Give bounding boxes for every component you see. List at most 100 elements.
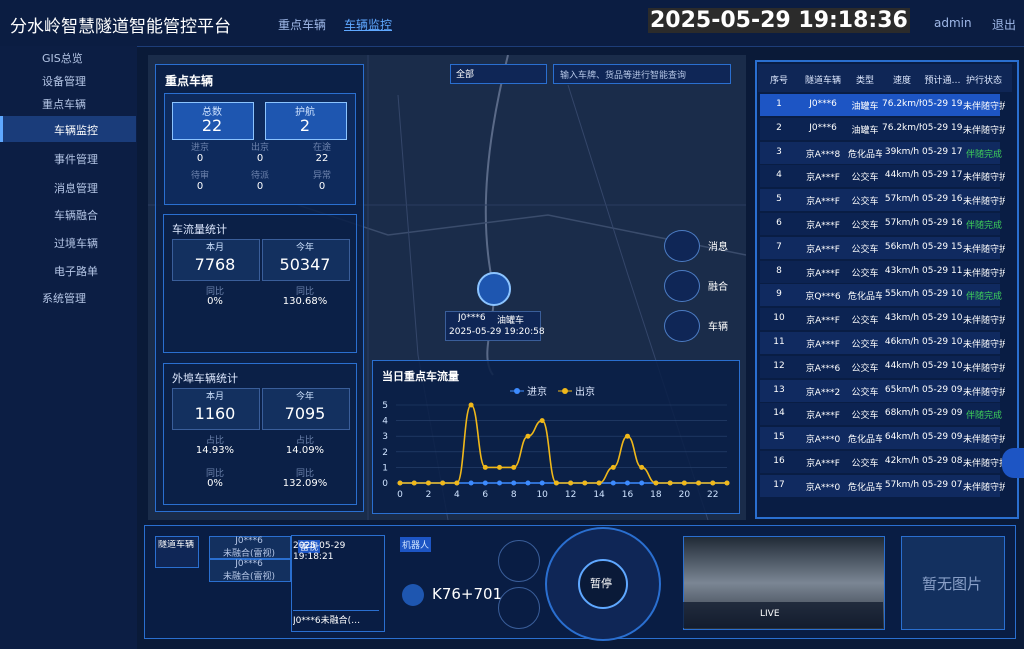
menu-item[interactable]: 消息管理 [54, 182, 98, 195]
stat-label: 护航 [295, 107, 315, 118]
table-row[interactable] [760, 141, 1000, 164]
column-header: 预计通… [924, 76, 961, 86]
table-row[interactable] [760, 165, 1000, 188]
cell: 12 [773, 360, 785, 371]
cell: 05-29 16: [922, 194, 963, 205]
cell: 39km/h [884, 146, 920, 157]
table-row[interactable] [760, 260, 1000, 283]
data-point [482, 464, 488, 470]
menu-item[interactable]: 车辆融合 [54, 209, 98, 222]
cell: 京A***F [806, 173, 840, 184]
cell: 15 [773, 432, 785, 443]
table-row[interactable] [760, 451, 1000, 473]
x-tick-label: 14 [593, 490, 605, 500]
menu-item[interactable]: 设备管理 [42, 75, 86, 88]
camera-button[interactable] [498, 587, 540, 629]
tab[interactable] [155, 536, 199, 568]
list-item[interactable] [209, 536, 291, 559]
card-sub-value: 0% [207, 478, 223, 489]
cell: 京A***0 [805, 435, 841, 446]
table-row[interactable] [760, 332, 1000, 354]
detail-source: 雷视 [298, 540, 321, 553]
data-point [397, 480, 403, 486]
filter-box[interactable] [450, 64, 547, 84]
cell: 05-29 09: [922, 384, 963, 395]
tool-icon[interactable] [664, 230, 700, 262]
list-item[interactable] [209, 559, 291, 582]
tab-label[interactable]: 隧道车辆 [157, 540, 194, 550]
popup-kind: 油罐车 [497, 316, 525, 326]
table-row[interactable] [760, 117, 1000, 140]
pause-button[interactable] [578, 559, 628, 609]
cell: 公交车 [851, 244, 879, 255]
menu-item[interactable]: 过境车辆 [54, 237, 98, 250]
table-row[interactable] [760, 189, 1000, 212]
cell: 05-29 15: [922, 241, 963, 252]
cell: 油罐车 [851, 102, 879, 112]
count-label: 进京 [190, 143, 209, 153]
data-point [411, 480, 417, 486]
card-label: 本月 [205, 243, 224, 253]
cell: 公交车 [851, 459, 879, 469]
cell: 伴随完成 [965, 221, 1002, 231]
cell: 13 [773, 384, 785, 395]
section-title: 车流量统计 [172, 223, 227, 236]
search-box[interactable] [553, 64, 731, 84]
cell: 05-29 10: [922, 289, 963, 300]
tool-icon[interactable] [664, 310, 700, 342]
cell: 京A***F [806, 316, 840, 327]
logout[interactable]: 退出 [992, 18, 1017, 32]
cell: 46km/h [884, 337, 920, 347]
table-row[interactable] [760, 403, 1000, 426]
vehicle-icon[interactable] [477, 272, 511, 306]
breadcrumb[interactable]: 车辆监控 [344, 18, 393, 32]
tool-label[interactable]: 车辆 [708, 322, 728, 333]
pause-label[interactable]: 暂停 [590, 577, 612, 590]
menu-item[interactable]: 电子路单 [54, 265, 98, 278]
card-sub-label: 占比 [295, 436, 314, 446]
expand-tab[interactable] [1002, 448, 1024, 478]
cell: 43km/h [884, 313, 920, 324]
table-row[interactable] [760, 284, 1000, 307]
table-row[interactable] [760, 94, 1000, 116]
cell: 危化品车辆 [848, 149, 882, 160]
tool-label[interactable]: 融合 [708, 282, 728, 293]
menu-item[interactable]: 车辆监控 [54, 124, 98, 137]
data-point [624, 480, 630, 486]
user[interactable]: admin [934, 16, 972, 30]
cell: 危化品车辆 [848, 482, 882, 493]
menu-item[interactable]: 系统管理 [42, 292, 86, 305]
table-row[interactable] [760, 355, 1000, 378]
cell: 56km/h [884, 241, 920, 252]
table-row[interactable] [760, 308, 1000, 331]
tool-label[interactable]: 消息 [708, 242, 728, 253]
menu-item[interactable]: 重点车辆 [42, 98, 86, 111]
sidebar [0, 46, 137, 649]
panel-title: 重点车辆 [165, 74, 214, 88]
menu-item[interactable]: GIS总览 [42, 52, 83, 65]
card-sub-label: 同比 [295, 287, 314, 297]
table-row[interactable] [760, 379, 1000, 402]
card-value: 50347 [279, 255, 331, 274]
table-row[interactable] [760, 213, 1000, 235]
y-tick-label: 4 [382, 417, 388, 427]
column-header: 序号 [769, 76, 788, 86]
cell: 京A***0 [805, 482, 841, 493]
data-point [525, 480, 531, 486]
cell: 京A***F [806, 411, 840, 422]
data-point [497, 464, 503, 470]
cell: 未伴随守护 [963, 363, 1005, 374]
app-title: 分水岭智慧隧道智能管控平台 [10, 17, 231, 37]
card-sub-value: 14.93% [195, 445, 235, 456]
breadcrumb[interactable]: 重点车辆 [278, 18, 327, 32]
table-row[interactable] [760, 474, 1000, 497]
cell: 未伴随守护 [963, 268, 1005, 279]
search-placeholder[interactable]: 输入车牌、货品等进行智能查询 [560, 71, 687, 81]
table-row[interactable] [760, 427, 1000, 450]
filter[interactable]: 全部 [456, 70, 475, 80]
tool-icon[interactable] [664, 270, 700, 302]
menu-item[interactable]: 事件管理 [54, 153, 98, 166]
table-row[interactable] [760, 236, 1000, 259]
live-label[interactable]: LIVE [760, 609, 780, 619]
doc-button[interactable] [498, 540, 540, 582]
